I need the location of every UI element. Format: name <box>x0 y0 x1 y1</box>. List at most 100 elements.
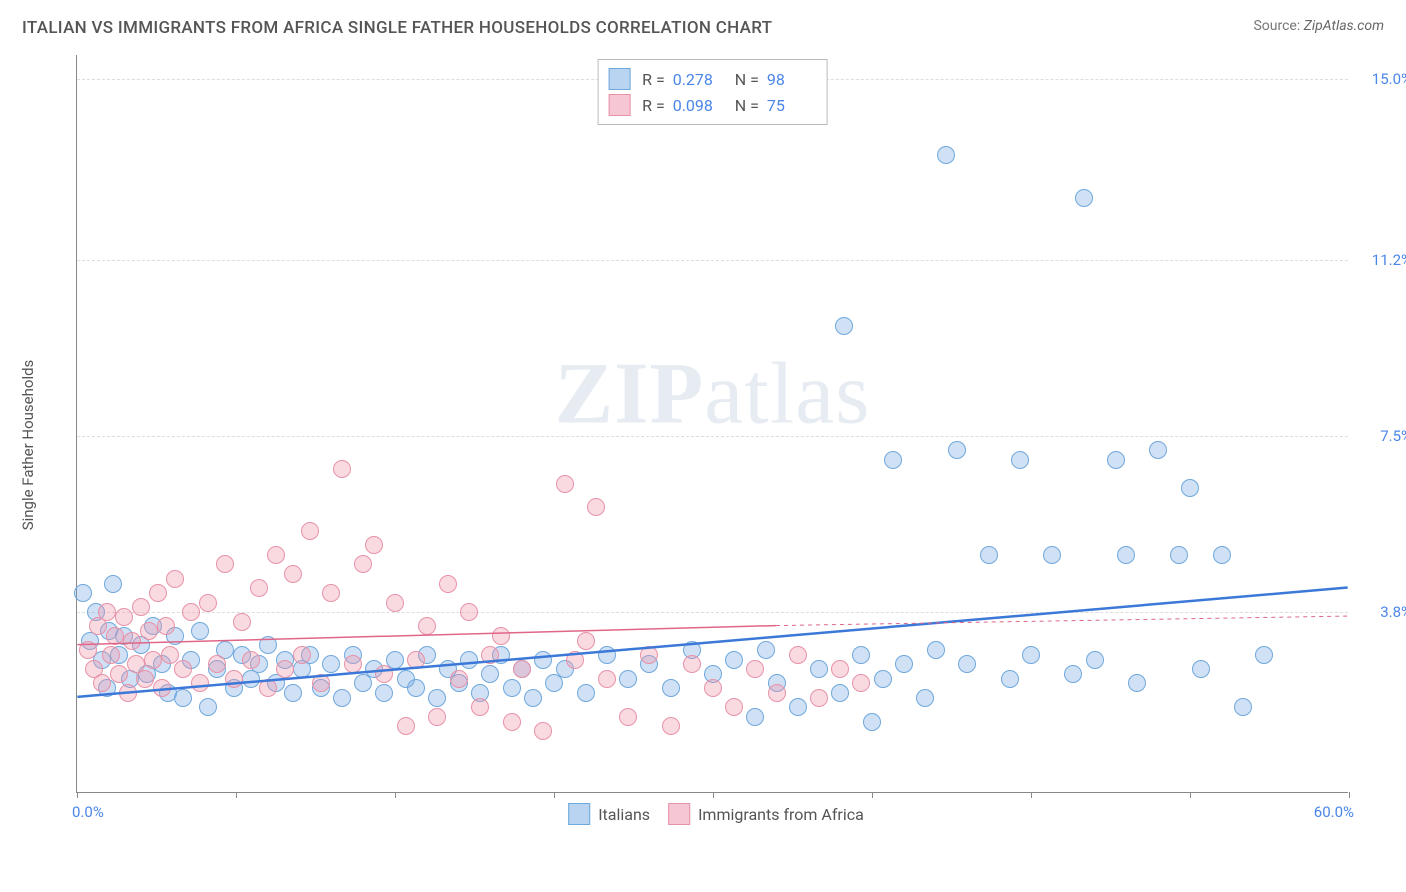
point-africa <box>513 660 531 678</box>
point-italians <box>980 546 998 564</box>
point-italians <box>619 670 637 688</box>
point-africa <box>725 698 743 716</box>
point-africa <box>333 460 351 478</box>
point-africa <box>153 679 171 697</box>
point-italians <box>662 679 680 697</box>
gridline <box>77 612 1348 613</box>
point-italians <box>1107 451 1125 469</box>
point-italians <box>1128 674 1146 692</box>
point-italians <box>757 641 775 659</box>
point-africa <box>619 708 637 726</box>
point-africa <box>182 603 200 621</box>
point-italians <box>810 660 828 678</box>
point-italians <box>1075 189 1093 207</box>
y-tick-label: 11.2% <box>1372 251 1406 269</box>
point-africa <box>556 475 574 493</box>
point-italians <box>333 689 351 707</box>
point-africa <box>587 498 605 516</box>
legend-label-africa: Immigrants from Africa <box>698 805 864 824</box>
point-italians <box>916 689 934 707</box>
n-value-italians: 98 <box>767 70 817 89</box>
point-italians <box>1170 546 1188 564</box>
y-axis-label: Single Father Households <box>19 360 37 531</box>
x-tick <box>872 792 873 798</box>
gridline <box>77 436 1348 437</box>
point-africa <box>98 603 116 621</box>
point-italians <box>958 655 976 673</box>
source-label: Source: <box>1253 18 1300 34</box>
chart-title: ITALIAN VS IMMIGRANTS FROM AFRICA SINGLE… <box>22 18 772 38</box>
point-africa <box>191 674 209 692</box>
point-italians <box>948 441 966 459</box>
point-italians <box>460 651 478 669</box>
point-italians <box>1086 651 1104 669</box>
swatch-africa <box>668 803 690 825</box>
point-italians <box>284 684 302 702</box>
point-italians <box>1022 646 1040 664</box>
point-italians <box>1255 646 1273 664</box>
point-africa <box>110 665 128 683</box>
point-africa <box>768 684 786 702</box>
point-africa <box>662 717 680 735</box>
point-africa <box>640 646 658 664</box>
point-africa <box>157 617 175 635</box>
x-tick <box>77 792 78 798</box>
point-africa <box>301 522 319 540</box>
legend-item-italians: Italians <box>568 803 650 825</box>
point-africa <box>242 651 260 669</box>
point-africa <box>276 660 294 678</box>
point-africa <box>810 689 828 707</box>
point-italians <box>481 665 499 683</box>
swatch-italians <box>568 803 590 825</box>
gridline <box>77 260 1348 261</box>
point-italians <box>874 670 892 688</box>
point-africa <box>312 674 330 692</box>
n-label: N = <box>735 70 759 89</box>
point-africa <box>259 679 277 697</box>
point-italians <box>199 698 217 716</box>
point-italians <box>1181 479 1199 497</box>
point-africa <box>119 684 137 702</box>
point-africa <box>144 651 162 669</box>
point-africa <box>386 594 404 612</box>
point-italians <box>428 689 446 707</box>
x-axis-end-label: 60.0% <box>1314 803 1354 821</box>
point-africa <box>208 655 226 673</box>
x-tick <box>1031 792 1032 798</box>
point-italians <box>534 651 552 669</box>
point-italians <box>863 713 881 731</box>
point-italians <box>322 655 340 673</box>
point-italians <box>598 646 616 664</box>
point-africa <box>450 670 468 688</box>
r-label: R = <box>642 70 665 89</box>
point-africa <box>233 613 251 631</box>
point-africa <box>140 622 158 640</box>
correlation-legend: R = 0.278 N = 98 R = 0.098 N = 75 <box>597 59 828 125</box>
x-tick <box>713 792 714 798</box>
point-africa <box>322 584 340 602</box>
x-tick <box>395 792 396 798</box>
point-africa <box>354 555 372 573</box>
n-value-africa: 75 <box>767 96 817 115</box>
point-italians <box>1117 546 1135 564</box>
point-africa <box>225 670 243 688</box>
point-africa <box>344 655 362 673</box>
legend-row-italians: R = 0.278 N = 98 <box>608 66 817 92</box>
point-africa <box>831 660 849 678</box>
point-italians <box>1192 660 1210 678</box>
plot-area: ZIPatlas R = 0.278 N = 98 R = 0.098 N = … <box>76 55 1348 793</box>
point-italians <box>1213 546 1231 564</box>
point-italians <box>1001 670 1019 688</box>
point-italians <box>191 622 209 640</box>
r-value-africa: 0.098 <box>673 96 723 115</box>
source-name: ZipAtlas.com <box>1304 18 1384 34</box>
point-africa <box>149 584 167 602</box>
point-africa <box>407 651 425 669</box>
point-italians <box>174 689 192 707</box>
y-tick-label: 15.0% <box>1372 70 1406 88</box>
point-africa <box>460 603 478 621</box>
point-africa <box>93 674 111 692</box>
point-africa <box>397 717 415 735</box>
r-value-italians: 0.278 <box>673 70 723 89</box>
point-africa <box>471 698 489 716</box>
